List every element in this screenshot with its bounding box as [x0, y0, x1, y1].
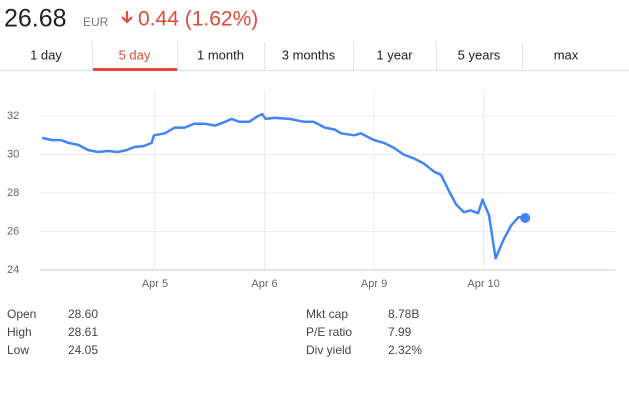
- y-tick-label: 26: [7, 225, 19, 237]
- stat-value: 24.05: [68, 343, 98, 357]
- stat-value: 28.60: [68, 307, 98, 321]
- y-tick-label: 28: [7, 187, 19, 199]
- tab[interactable]: 1 year: [376, 47, 413, 62]
- tab[interactable]: 5 day: [119, 47, 151, 62]
- tab[interactable]: 1 month: [197, 47, 244, 62]
- x-tick-label: Apr 10: [467, 278, 499, 290]
- stat-value: 8.78B: [388, 307, 419, 321]
- y-tick-label: 24: [7, 264, 19, 276]
- x-tick-label: Apr 9: [361, 278, 387, 290]
- stat-value: 28.61: [68, 325, 98, 339]
- tab[interactable]: 1 day: [30, 47, 62, 62]
- stat-value: 2.32%: [388, 343, 422, 357]
- stat-label: Open: [7, 307, 36, 321]
- x-tick-label: Apr 5: [142, 278, 168, 290]
- price-change: 0.44 (1.62%): [138, 8, 258, 31]
- stat-label: Low: [7, 343, 29, 357]
- x-tick-label: Apr 6: [251, 278, 277, 290]
- tab[interactable]: 3 months: [282, 47, 336, 62]
- tab[interactable]: max: [554, 47, 579, 62]
- stat-value: 7.99: [388, 325, 412, 339]
- stat-label: High: [7, 325, 32, 339]
- stat-label: Mkt cap: [306, 307, 348, 321]
- tab[interactable]: 5 years: [458, 47, 501, 62]
- stat-label: P/E ratio: [306, 325, 352, 339]
- down-arrow: [121, 11, 133, 24]
- tab-selected-underline: [93, 68, 177, 71]
- price-line: [41, 112, 526, 260]
- y-tick-label: 32: [7, 110, 19, 122]
- price: 26.68: [4, 5, 67, 33]
- y-tick-label: 30: [7, 148, 19, 160]
- last-point: [520, 213, 531, 224]
- stat-label: Div yield: [306, 343, 351, 357]
- currency: EUR: [83, 15, 109, 29]
